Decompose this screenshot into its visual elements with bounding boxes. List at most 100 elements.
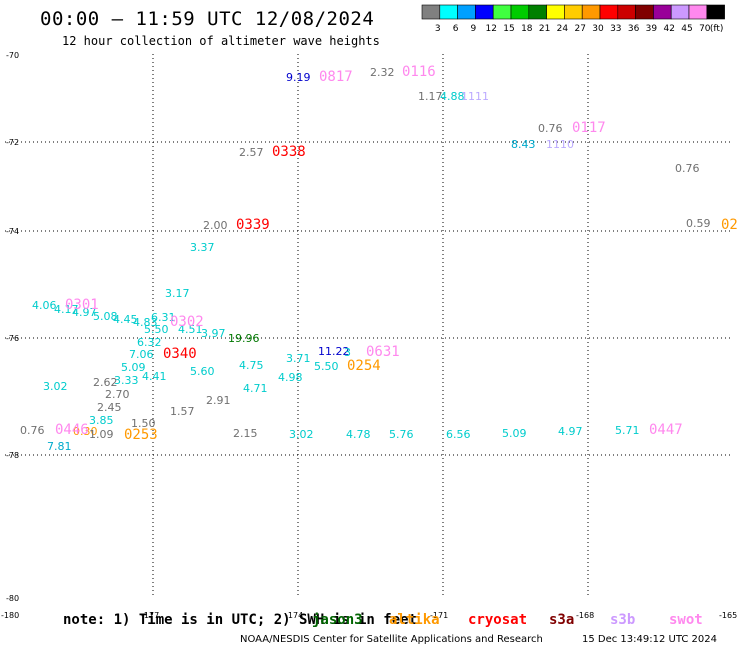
wave-height-reading: 5.50 — [144, 323, 169, 336]
pass-time-label: 0631 — [366, 344, 400, 360]
colorbar-swatch — [706, 4, 725, 20]
colorbar-label: 3 — [435, 24, 441, 34]
colorbar-label: 6 — [453, 24, 459, 34]
wave-height-reading: 4.17 — [54, 303, 79, 316]
pass-time-label: 0301 — [65, 297, 99, 313]
wave-height-reading: 6.32 — [137, 336, 162, 349]
pass-time-label: 0117 — [572, 120, 606, 136]
colorbar-label: 9 — [471, 24, 477, 34]
pass-time-label: 0817 — [319, 69, 353, 85]
wave-height-reading: 3.02 — [43, 380, 68, 393]
time-units-note: note: 1) Time is in UTC; 2) SWH is in fe… — [63, 612, 418, 628]
longitude-label: -171 — [430, 611, 448, 620]
pass-time-label: 0339 — [236, 217, 270, 233]
longitude-label: -165 — [719, 611, 737, 620]
wave-height-reading: 4.06 — [32, 299, 57, 312]
colorbar-label: 36 — [628, 24, 640, 34]
longitude-label: -174 — [285, 611, 303, 620]
wave-height-reading: 1.09 — [89, 428, 114, 441]
longitude-label: -168 — [576, 611, 594, 620]
wave-height-reading: 19.96 — [228, 332, 260, 345]
wave-height-reading: 2.32 — [370, 66, 395, 79]
wave-height-reading: 0.76 — [20, 424, 45, 437]
wave-height-reading: 1111 — [461, 90, 489, 103]
wave-height-reading: 3.37 — [190, 241, 215, 254]
wave-height-reading: 11.22 — [318, 345, 350, 358]
wave-height-reading: 1.57 — [170, 405, 195, 418]
colorbar-label: 39 — [646, 24, 658, 34]
wave-height-reading: 3 — [344, 346, 351, 359]
pass-time-label: 0338 — [272, 144, 306, 160]
wave-height-reading: 4.41 — [142, 370, 167, 383]
wave-height-reading: 4.78 — [346, 428, 371, 441]
latitude-label: -78 — [6, 451, 19, 460]
wave-height-reading: 4.51 — [178, 323, 203, 336]
wave-height-reading: 2.91 — [206, 394, 231, 407]
wave-height-reading: 1.17 — [418, 90, 443, 103]
colorbar-label: 42 — [663, 24, 674, 34]
colorbar-label: 12 — [485, 24, 496, 34]
legend-jason3: jason3 — [312, 612, 363, 628]
legend-swot: swot — [669, 612, 703, 628]
wave-height-reading: 9.19 — [286, 71, 311, 84]
axis-labels: -70 -72 -74 -76 -78 -80 -180 -177 -174 -171 -168 -1… — [1, 51, 737, 620]
wave-height-reading: 3.33 — [114, 374, 139, 387]
wave-height-reading: 5.76 — [389, 428, 414, 441]
wave-height-reading: 4.71 — [243, 382, 268, 395]
colorbar-label: 18 — [521, 24, 533, 34]
wave-height-reading: 1.50 — [131, 417, 156, 430]
wave-height-reading: 5.09 — [502, 427, 527, 440]
wave-height-reading: 3.97 — [201, 327, 226, 340]
wave-height-reading: 2.62 — [93, 376, 118, 389]
legend-altika: altika — [389, 612, 440, 628]
pass-time-label: 0446 — [55, 422, 89, 438]
colorbar-label: 45 — [681, 24, 692, 34]
colorbar-label: 15 — [503, 24, 514, 34]
lat-lon-grid — [5, 54, 733, 598]
wave-height-reading: 5.60 — [190, 365, 215, 378]
latitude-label: -80 — [6, 594, 19, 603]
legend-cryosat: cryosat — [468, 612, 528, 628]
colorbar-label: 24 — [557, 24, 569, 34]
wave-height-colorbar: 3 6 9 12 15 18 21 24 27 30 33 36 39 42 45 70 (ft) — [421, 4, 725, 34]
wave-height-reading: 4.88 — [440, 90, 465, 103]
wave-height-reading: 4.97 — [558, 425, 583, 438]
pass-time-label: 0254 — [347, 358, 381, 374]
wave-height-reading: 2.00 — [203, 219, 228, 232]
latitude-label: -76 — [6, 334, 19, 343]
colorbar-label: 33 — [610, 24, 621, 34]
pass-time-label: 0253 — [124, 427, 158, 443]
wave-height-reading: 8.43 — [511, 138, 536, 151]
longitude-label: -177 — [141, 611, 159, 620]
wave-height-reading: 3.02 — [289, 428, 314, 441]
colorbar-unit: (ft) — [710, 24, 724, 34]
wave-height-reading: 3.85 — [89, 414, 114, 427]
wave-height-reading: 6.31 — [151, 311, 176, 324]
credit-line: NOAA/NESDIS Center for Satellite Applica… — [240, 634, 543, 645]
wave-height-reading: 6.56 — [446, 428, 471, 441]
generated-timestamp: 15 Dec 13:49:12 UTC 2024 — [582, 634, 717, 645]
wave-height-reading: 7.81 — [47, 440, 72, 453]
legend-s3a: s3a — [549, 612, 575, 628]
wave-height-reading: 4.83 — [133, 316, 158, 329]
latitude-label: -72 — [6, 138, 19, 147]
colorbar-label: 27 — [574, 24, 585, 34]
map-title: 00:00 — 11:59 UTC 12/08/2024 — [40, 8, 375, 30]
wave-height-reading: 2.15 — [233, 427, 258, 440]
pass-time-label: 02 — [721, 217, 738, 233]
colorbar-label: 70 — [699, 24, 711, 34]
wave-height-reading: 0.76 — [675, 162, 700, 175]
map-subtitle: 12 hour collection of altimeter wave hei… — [62, 34, 380, 48]
wave-height-reading: 0.59 — [686, 217, 711, 230]
wave-height-reading: 5.09 — [121, 361, 146, 374]
pass-time-label: 0302 — [170, 314, 204, 330]
wave-height-reading: 4.75 — [239, 359, 264, 372]
wave-height-reading: 5.08 — [93, 310, 118, 323]
wave-height-reading: 0.76 — [538, 122, 563, 135]
wave-height-reading: 4.98 — [278, 371, 303, 384]
colorbar-label: 21 — [539, 24, 550, 34]
wave-height-reading: 7.06 — [129, 348, 154, 361]
